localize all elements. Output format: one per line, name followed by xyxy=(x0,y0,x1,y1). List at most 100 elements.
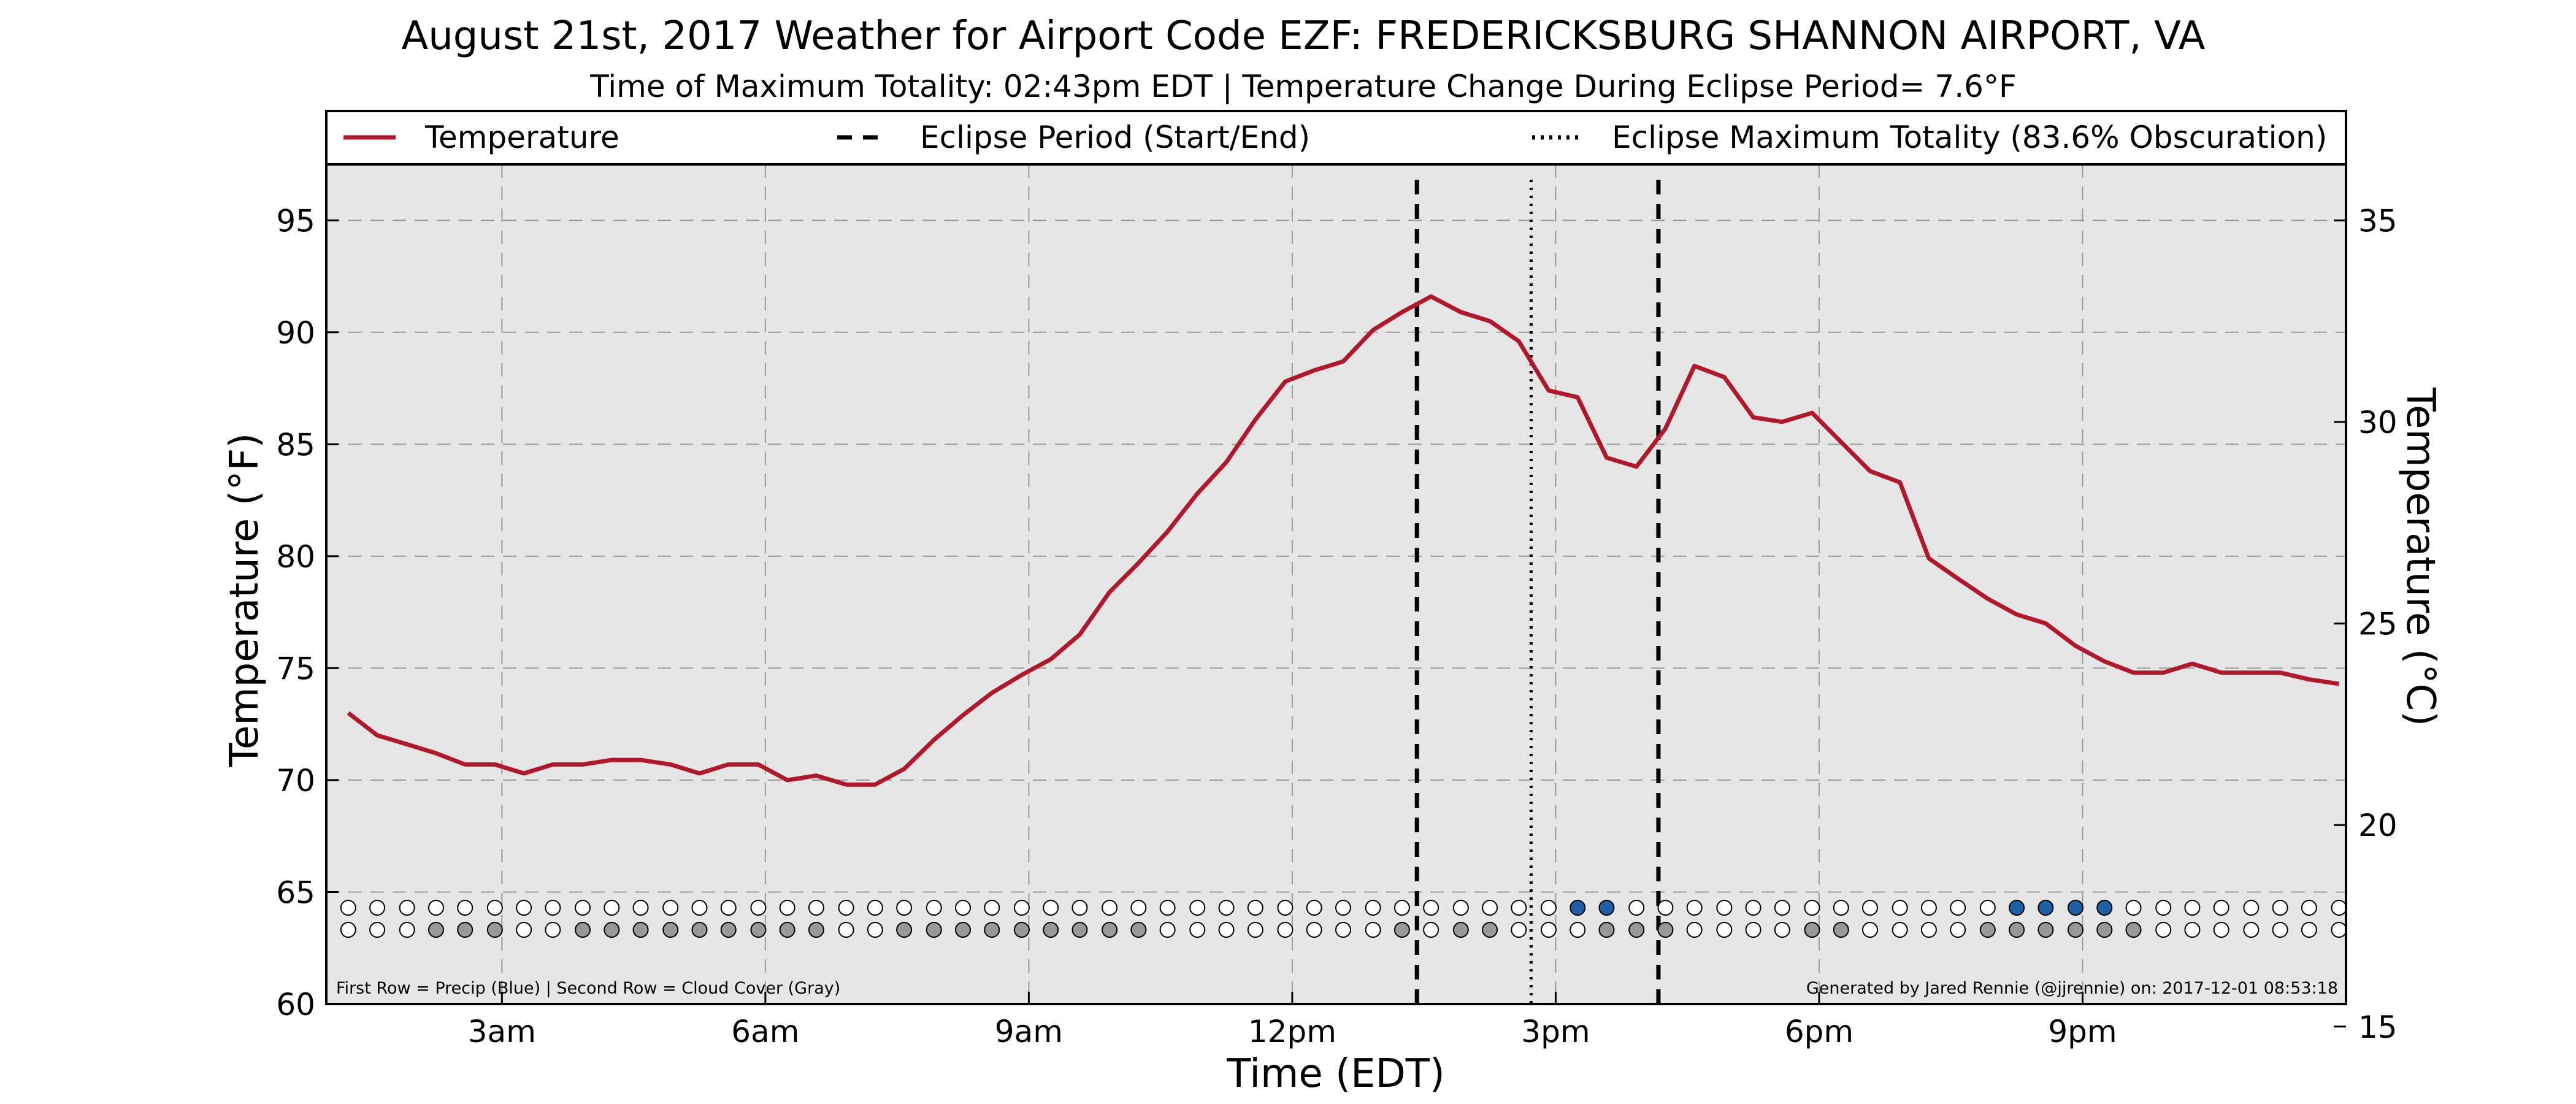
legend-eclipse-max-label: Eclipse Maximum Totality (83.6% Obscurat… xyxy=(1612,120,2327,155)
cloud-dot xyxy=(691,922,708,938)
cloud-dot xyxy=(2243,922,2260,938)
precip-dot xyxy=(1686,900,1703,916)
precip-dot xyxy=(1482,900,1498,916)
precip-dot xyxy=(720,900,737,916)
cloud-dot xyxy=(1247,922,1263,938)
cloud-dot xyxy=(2125,922,2142,938)
chart-title: August 21st, 2017 Weather for Airport Co… xyxy=(401,13,2205,59)
cloud-dot xyxy=(1071,922,1088,938)
cloud-dot xyxy=(427,922,444,938)
plot-frame xyxy=(325,163,2347,1005)
precip-dot xyxy=(399,900,415,916)
precip-dot xyxy=(2243,900,2260,916)
precip-dot xyxy=(808,900,824,916)
cloud-dot xyxy=(2301,922,2317,938)
precip-dot xyxy=(984,900,1000,916)
cloud-dot xyxy=(486,922,503,938)
legend: Temperature Eclipse Period (Start/End) E… xyxy=(325,110,2347,166)
precip-dot xyxy=(545,900,561,916)
precip-dot xyxy=(2155,900,2172,916)
precip-dot xyxy=(1043,900,1059,916)
chart-subtitle: Time of Maximum Totality: 02:43pm EDT | … xyxy=(589,69,2016,104)
cloud-dot xyxy=(1102,922,1118,938)
cloud-dot xyxy=(1920,922,1937,938)
cloud-dot xyxy=(2213,922,2229,938)
x-tick-label: 3am xyxy=(468,1014,536,1049)
cloud-dot xyxy=(984,922,1000,938)
precip-dot xyxy=(1833,900,1849,916)
cloud-dot xyxy=(1598,922,1615,938)
precip-dot xyxy=(427,900,444,916)
precip-dot xyxy=(2272,900,2288,916)
x-tick-label: 6pm xyxy=(1785,1014,1853,1049)
x-tick-label: 3pm xyxy=(1521,1014,1590,1049)
y-right-tick-label: 25 xyxy=(2358,607,2398,642)
cloud-dot xyxy=(369,922,386,938)
precip-dot xyxy=(516,900,532,916)
cloud-dot xyxy=(1277,922,1294,938)
precip-dot xyxy=(1102,900,1118,916)
precip-dot xyxy=(662,900,679,916)
precip-dot xyxy=(750,900,767,916)
precip-dot xyxy=(1365,900,1381,916)
cloud-dot xyxy=(926,922,942,938)
axis-ticks: 60 65 70 75 80 85 90 95 15 20 25 30 35 3am 6am 9am 12pm 3… xyxy=(276,203,2397,1049)
cloud-dot xyxy=(1833,922,1849,938)
cloud-dot xyxy=(604,922,620,938)
cloud-dot xyxy=(1628,922,1645,938)
precip-dot xyxy=(838,900,854,916)
precip-dot xyxy=(486,900,503,916)
precip-dot xyxy=(1306,900,1322,916)
cloud-dot xyxy=(340,922,356,938)
x-tick-label: 12pm xyxy=(1248,1014,1336,1049)
cloud-dot xyxy=(1189,922,1206,938)
precip-dot xyxy=(575,900,591,916)
legend-box xyxy=(325,110,2347,166)
precip-dot xyxy=(2068,900,2084,916)
cloud-dot xyxy=(838,922,854,938)
cloud-dot xyxy=(1540,922,1557,938)
y-tick-label: 90 xyxy=(276,315,315,351)
precip-dot xyxy=(1628,900,1645,916)
legend-eclipse-period-label: Eclipse Period (Start/End) xyxy=(920,120,1310,155)
precip-dot xyxy=(1335,900,1351,916)
precip-dot xyxy=(1979,900,1996,916)
cloud-dot xyxy=(2331,922,2347,938)
y-tick-label: 60 xyxy=(276,987,315,1022)
precip-dot xyxy=(1745,900,1761,916)
x-tick-label: 9pm xyxy=(2048,1014,2117,1049)
cloud-dot xyxy=(1979,922,1996,938)
cloud-dot xyxy=(545,922,561,938)
precip-cloud-dots xyxy=(340,900,2347,938)
precip-dot xyxy=(926,900,942,916)
precip-dot xyxy=(2037,900,2054,916)
precip-dot xyxy=(1277,900,1294,916)
precip-dot xyxy=(1716,900,1733,916)
eclipse-lines xyxy=(1414,180,1661,1004)
y-tick-label: 65 xyxy=(276,875,315,910)
cloud-dot xyxy=(1511,922,1527,938)
cloud-dot xyxy=(779,922,795,938)
precip-dot xyxy=(1071,900,1088,916)
y-right-tick-label: 20 xyxy=(2358,808,2398,843)
precip-dot xyxy=(1598,900,1615,916)
cloud-dot xyxy=(808,922,824,938)
cloud-dot xyxy=(955,922,972,938)
precip-dot xyxy=(632,900,649,916)
cloud-dot xyxy=(399,922,415,938)
cloud-dot xyxy=(867,922,883,938)
y-tick-label: 70 xyxy=(276,763,315,799)
y-tick-label: 85 xyxy=(276,427,315,462)
y-axis-label-left: Temperature (°F) xyxy=(222,433,267,768)
cloud-dot xyxy=(2155,922,2172,938)
precip-dot xyxy=(691,900,708,916)
precip-dot xyxy=(1130,900,1147,916)
precip-dot xyxy=(2096,900,2113,916)
precip-dot xyxy=(1423,900,1439,916)
y-right-tick-label: 35 xyxy=(2358,203,2398,239)
precip-dot xyxy=(1861,900,1878,916)
precip-dot xyxy=(1511,900,1527,916)
cloud-dot xyxy=(1365,922,1381,938)
y-tick-label: 95 xyxy=(276,203,315,239)
cloud-dot xyxy=(1657,922,1674,938)
